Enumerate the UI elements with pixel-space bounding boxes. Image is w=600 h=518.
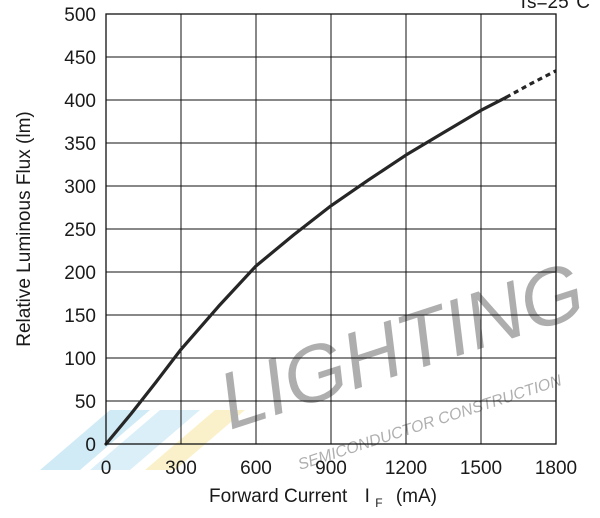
y-tick-label: 400 [64,91,96,112]
y-tick-label: 100 [64,349,96,370]
grid [105,13,557,445]
y-tick-label: 450 [64,48,96,69]
temperature-label: Ts=25°C [517,0,590,13]
x-tick-label: 1500 [460,458,502,479]
watermark: LIGHTING SEMICONDUCTOR CONSTRUCTION [40,245,595,474]
x-tick-label: 1800 [535,458,577,479]
y-tick-label: 0 [85,435,96,456]
y-tick-label: 150 [64,306,96,327]
x-axis-label-text: Forward Current [209,486,348,507]
y-tick-label: 50 [75,392,96,413]
x-tick-label: 900 [315,458,347,479]
y-tick-label: 350 [64,134,96,155]
x-axis-label-subscript: F [375,496,382,510]
tick-labels: 0 300 600 900 1200 1500 1800 0 50 100 150 200 250 300… [64,5,577,479]
x-axis-label-unit: (mA) [396,486,437,507]
flux-curve [104,95,508,446]
y-tick-label: 200 [64,263,96,284]
y-tick-label: 500 [64,5,96,26]
x-axis-label: Forward Current I F (mA) [209,486,437,512]
x-tick-label: 300 [165,458,197,479]
x-tick-label: 0 [101,458,112,479]
series [104,69,557,446]
x-tick-label: 1200 [385,458,427,479]
watermark-logo [40,410,245,470]
y-tick-label: 300 [64,177,96,198]
plot-frame [105,13,557,445]
y-tick-label: 250 [64,220,96,241]
y-axis-label: Relative Luminous Flux (lm) [14,111,35,346]
x-axis-label-symbol: I [365,486,370,507]
flux-curve-extrapolated [505,69,557,99]
watermark-text: LIGHTING [208,245,595,446]
x-tick-label: 600 [240,458,272,479]
